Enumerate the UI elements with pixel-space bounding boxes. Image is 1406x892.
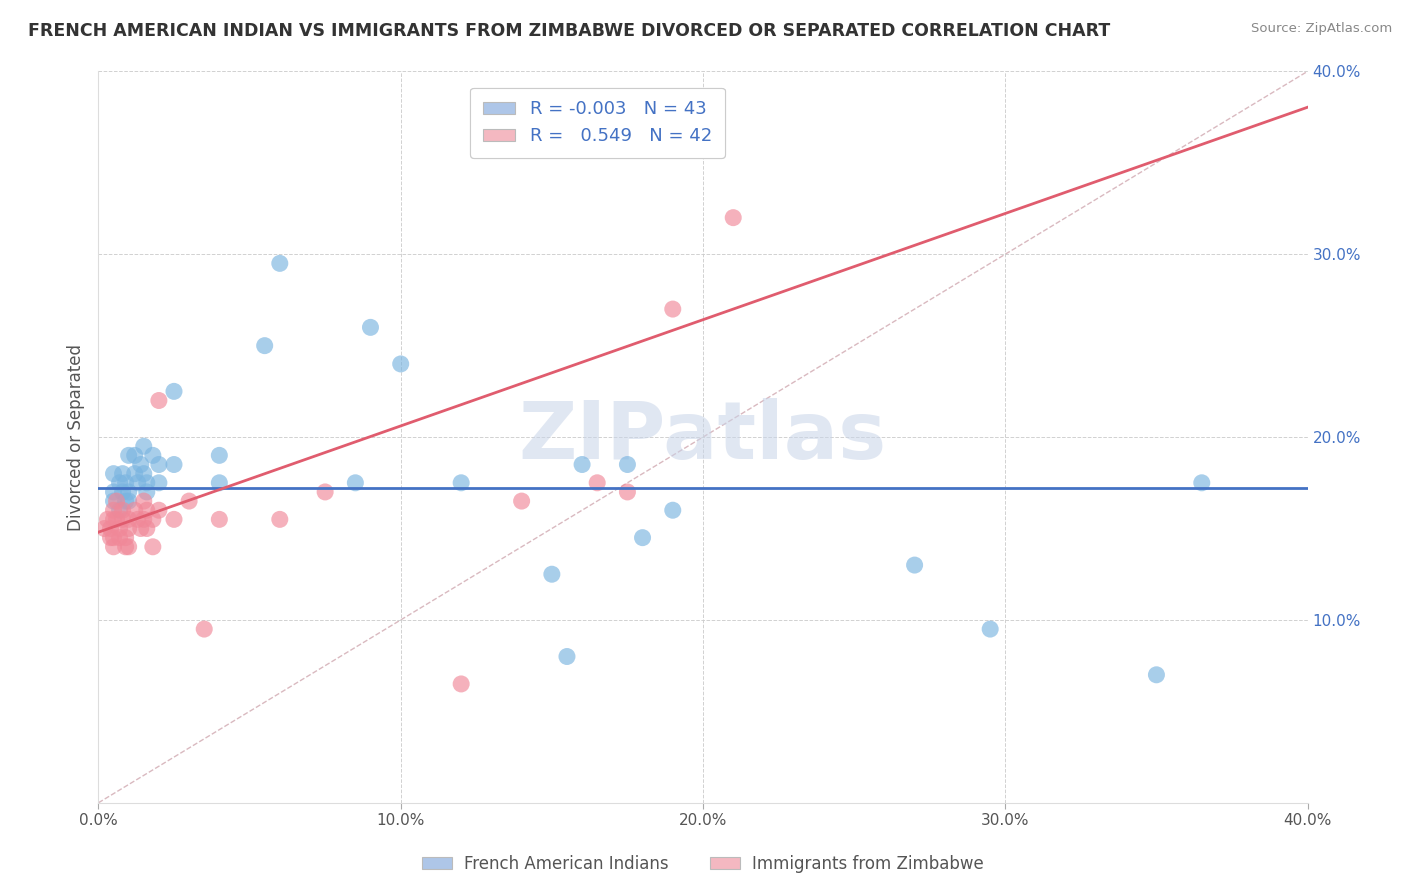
Point <box>129 458 152 472</box>
Point <box>661 503 683 517</box>
Point <box>114 540 136 554</box>
Point <box>979 622 1001 636</box>
Point <box>269 256 291 270</box>
Point <box>132 512 155 526</box>
Point <box>96 512 118 526</box>
Text: ZIPatlas: ZIPatlas <box>519 398 887 476</box>
Point <box>124 503 146 517</box>
Point <box>163 384 186 399</box>
Point <box>100 531 122 545</box>
Point <box>105 512 128 526</box>
Point <box>118 521 141 535</box>
Point <box>118 448 141 462</box>
Point <box>111 503 134 517</box>
Text: FRENCH AMERICAN INDIAN VS IMMIGRANTS FROM ZIMBABWE DIVORCED OR SEPARATED CORRELA: FRENCH AMERICAN INDIAN VS IMMIGRANTS FRO… <box>28 22 1111 40</box>
Point <box>253 338 276 352</box>
Point <box>105 494 128 508</box>
Point <box>142 512 165 526</box>
Point <box>124 448 146 462</box>
Point <box>127 475 149 490</box>
Point <box>314 485 336 500</box>
Point <box>93 521 115 535</box>
Point <box>135 475 157 490</box>
Point <box>135 521 157 535</box>
Point <box>111 467 134 481</box>
Point <box>114 531 136 545</box>
Point <box>179 494 201 508</box>
Point <box>118 512 141 526</box>
Point <box>555 649 578 664</box>
Point <box>148 475 170 490</box>
Point <box>132 439 155 453</box>
Point <box>344 475 367 490</box>
Point <box>586 475 609 490</box>
Point <box>540 567 562 582</box>
Point <box>111 512 134 526</box>
Point <box>108 475 131 490</box>
Point <box>148 458 170 472</box>
Point <box>163 458 186 472</box>
Point <box>118 540 141 554</box>
Point <box>510 494 533 508</box>
Point <box>108 503 131 517</box>
Point <box>661 301 683 317</box>
Point <box>103 485 125 500</box>
Point <box>148 503 170 517</box>
Point <box>114 475 136 490</box>
Point <box>450 475 472 490</box>
Point <box>135 485 157 500</box>
Point <box>103 531 125 545</box>
Point <box>111 485 134 500</box>
Legend: R = -0.003   N = 43, R =   0.549   N = 42: R = -0.003 N = 43, R = 0.549 N = 42 <box>470 87 724 158</box>
Point <box>100 521 122 535</box>
Point <box>148 393 170 408</box>
Point <box>389 357 412 371</box>
Point <box>208 512 231 526</box>
Point <box>208 448 231 462</box>
Point <box>132 467 155 481</box>
Text: Source: ZipAtlas.com: Source: ZipAtlas.com <box>1251 22 1392 36</box>
Point <box>450 677 472 691</box>
Point <box>269 512 291 526</box>
Point <box>124 467 146 481</box>
Point <box>108 531 131 545</box>
Point <box>127 512 149 526</box>
Point <box>103 503 125 517</box>
Point <box>1144 667 1167 681</box>
Y-axis label: Divorced or Separated: Divorced or Separated <box>67 343 86 531</box>
Point <box>135 503 157 517</box>
Point <box>616 458 638 472</box>
Point <box>103 467 125 481</box>
Point <box>103 512 125 526</box>
Legend: French American Indians, Immigrants from Zimbabwe: French American Indians, Immigrants from… <box>416 848 990 880</box>
Point <box>904 558 927 573</box>
Point <box>142 540 165 554</box>
Point <box>103 494 125 508</box>
Point <box>114 494 136 508</box>
Point <box>129 521 152 535</box>
Point <box>132 494 155 508</box>
Point <box>616 485 638 500</box>
Point <box>108 521 131 535</box>
Point <box>208 475 231 490</box>
Point <box>571 458 593 472</box>
Point <box>118 485 141 500</box>
Point <box>360 320 382 334</box>
Point <box>723 211 745 225</box>
Point <box>1191 475 1213 490</box>
Point <box>193 622 215 636</box>
Point <box>631 531 654 545</box>
Point <box>163 512 186 526</box>
Point <box>142 448 165 462</box>
Point <box>118 494 141 508</box>
Point <box>103 540 125 554</box>
